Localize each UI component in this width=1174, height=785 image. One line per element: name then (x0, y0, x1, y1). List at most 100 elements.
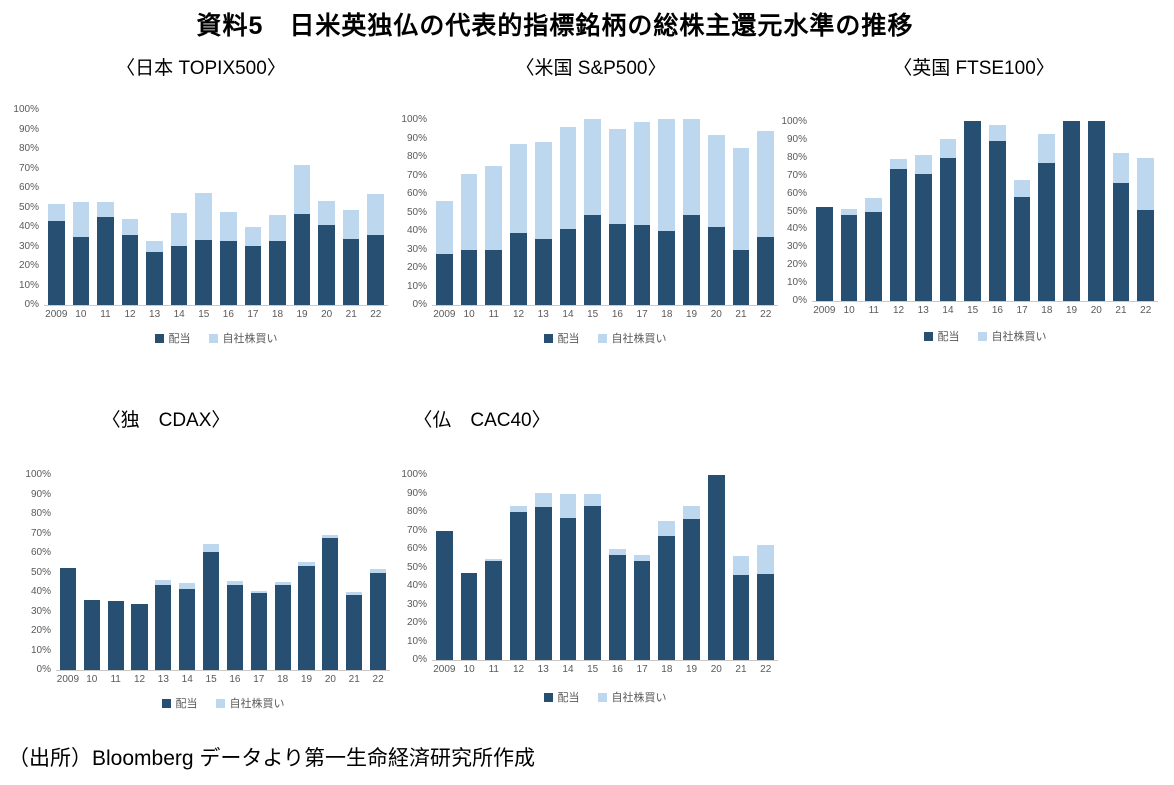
x-axis: 2009 10 11 12 13 14 15 16 17 18 19 20 21 22 (56, 674, 390, 685)
y-axis-tick-label: 30% (406, 243, 427, 255)
legend-item: 配当 (161, 695, 198, 711)
legend-swatch (543, 333, 553, 343)
x-axis-tick-label: 2009 (813, 305, 836, 316)
bar-segment-dividend (346, 594, 363, 670)
bar-segment-buyback (1038, 133, 1056, 164)
legend-swatch (161, 698, 171, 708)
x-axis-tick-label: 19 (685, 309, 698, 320)
bar-segment-buyback (146, 240, 163, 253)
bar-segment-dividend (633, 561, 651, 660)
y-axis-tick-label: 0% (412, 654, 427, 665)
legend-item: 自社株買い (977, 328, 1047, 344)
bar-segment-dividend (97, 217, 114, 305)
bar-segment-dividend (202, 552, 220, 670)
x-axis-tick-label: 2009 (433, 309, 456, 320)
x-axis-tick-label: 21 (1115, 305, 1127, 316)
bar-segment-dividend (460, 249, 478, 305)
y-axis-tick-label: 20% (406, 617, 427, 628)
y-axis-tick-label: 90% (18, 123, 39, 135)
x-axis-tick-label: 18 (1041, 305, 1053, 316)
y-axis-tick-label: 50% (18, 201, 39, 213)
legend-item: 配当 (543, 330, 580, 346)
legend-item: 配当 (154, 330, 191, 346)
bar-segment-buyback (608, 549, 626, 555)
x-axis-tick-label: 11 (110, 674, 121, 685)
y-axis-tick-label: 40% (786, 223, 807, 235)
bar-segment-dividend (121, 234, 139, 305)
y-axis-tick-label: 60% (18, 182, 39, 193)
x-axis-tick-label: 10 (463, 664, 475, 675)
bar-segment-dividend (219, 240, 237, 305)
bar-segment-buyback (346, 592, 363, 595)
bar-segment-dividend (1013, 197, 1031, 301)
bar-segment-dividend (485, 561, 503, 660)
bar-segment-buyback (342, 210, 360, 239)
bar-segment-buyback (534, 492, 552, 508)
bar-segment-dividend (988, 140, 1006, 301)
legend-label: 配当 (557, 692, 580, 704)
x-axis-tick-label: 20 (710, 309, 722, 320)
x-axis-tick-label: 19 (685, 664, 698, 675)
legend-item: 配当 (543, 689, 580, 705)
bar-segment-dividend (244, 245, 262, 305)
y-axis-tick-label: 60% (30, 547, 51, 558)
legend-label: 自社株買い (991, 331, 1047, 343)
bar-segment-buyback (559, 127, 577, 230)
y-axis-tick-label: 50% (30, 566, 51, 578)
legend-label: 自社株買い (611, 692, 667, 704)
bar-segment-dividend (485, 249, 503, 305)
bar-segment-dividend (1112, 182, 1130, 301)
legend-swatch (215, 698, 225, 708)
x-axis-tick-label: 15 (198, 309, 210, 320)
y-axis-tick-label: 70% (406, 169, 427, 181)
x-axis-tick-label: 12 (124, 309, 136, 320)
bar-segment-dividend (964, 121, 982, 301)
chart-germany-cdax: 〈独 CDAX〉 0% 10% 20% 30% 40% 50% 60% 70% 80% 90% 10… (6, 398, 396, 711)
bar-segment-dividend (59, 567, 77, 670)
bar-segment-buyback (195, 192, 213, 240)
bar-segment-dividend (840, 215, 858, 301)
bar-segment-dividend (131, 603, 148, 670)
x-axis-tick-label: 22 (370, 309, 382, 320)
x-axis-tick-label: 14 (173, 309, 185, 320)
chart-france-cac40: 〈仏 CAC40〉 0% 10% 20% 30% 40% 50% 60% 70% 80% 90% 1… (396, 398, 786, 705)
y-axis-tick-label: 60% (406, 188, 427, 199)
x-axis-tick-label: 17 (253, 674, 265, 685)
bar-segment-buyback (318, 200, 335, 226)
y-axis-tick-label: 80% (786, 151, 807, 163)
bar-segment-dividend (658, 231, 676, 305)
legend-item: 自社株買い (208, 330, 278, 346)
plot-area: 0% 10% 20% 30% 40% 50% 60% 70% 80% 90% 100% (401, 469, 778, 665)
bar-segment-dividend (707, 227, 725, 305)
y-axis-tick-label: 90% (406, 487, 427, 499)
bar-segment-dividend (318, 225, 335, 305)
bar-segment-dividend (274, 585, 291, 670)
y-axis-tick-label: 30% (786, 241, 807, 253)
x-axis: 2009 10 11 12 13 14 15 16 17 18 19 20 21 22 (44, 309, 388, 320)
x-axis-tick-label: 13 (537, 664, 549, 675)
bar-segment-buyback (170, 213, 188, 246)
x-axis-tick-label: 21 (348, 674, 360, 685)
x-axis-tick-label: 13 (537, 309, 549, 320)
x-axis-tick-label: 16 (611, 309, 623, 320)
chart-japan-topix500: 〈日本 TOPIX500〉 0% 10% 20% 30% 40% 50% 60% 70% 80%… (6, 54, 396, 346)
y-axis-tick-label: 100% (13, 104, 39, 115)
bar-segment-dividend (865, 212, 883, 301)
bar-segment-dividend (1137, 209, 1155, 301)
bar-segment-buyback (865, 198, 883, 213)
y-axis-tick-label: 20% (30, 625, 51, 636)
bar-segment-dividend (155, 585, 172, 670)
bar-segment-buyback (510, 144, 527, 233)
bar-segment-buyback (460, 173, 478, 250)
chart-title-france: 〈仏 CAC40〉 (413, 410, 551, 431)
y-axis-tick-label: 20% (406, 262, 427, 273)
bar-segment-buyback (658, 119, 676, 231)
chart-uk-ftse100: 〈英国 FTSE100〉 0% 10% 20% 30% 40% 50% 60% 70% 80% 9… (780, 54, 1168, 344)
figure-main-title: 資料5 日米英独仏の代表的指標銘柄の総株主還元水準の推移 (196, 12, 914, 40)
bar-segment-buyback (939, 139, 957, 158)
y-axis-tick-label: 20% (18, 260, 39, 271)
y-axis-tick-label: 30% (30, 605, 51, 617)
x-axis-tick-label: 15 (587, 664, 599, 675)
bar-segment-dividend (226, 585, 244, 670)
bar-segment-dividend (534, 239, 552, 305)
